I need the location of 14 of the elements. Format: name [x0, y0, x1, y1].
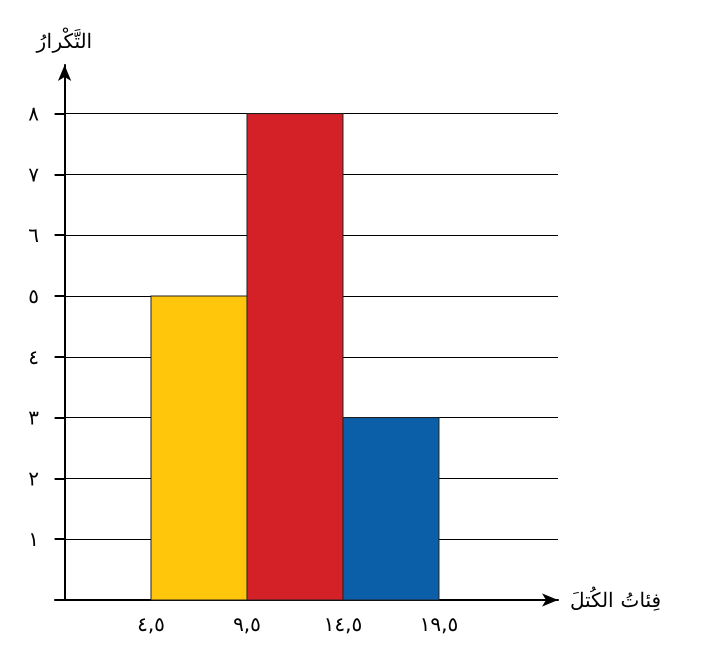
y-tick-label: ٥: [28, 284, 39, 308]
y-tick-label: ٢: [28, 466, 39, 490]
y-tick-label: ٦: [28, 223, 39, 248]
y-tick-label: ٣: [28, 406, 40, 430]
x-tick-label: ٤,٥: [137, 612, 165, 636]
y-axis-title: التَّكْرارُ: [36, 27, 93, 53]
x-tick-label: ١٤,٥: [324, 612, 362, 636]
y-tick-label: ٨: [28, 102, 40, 126]
x-axis-title: فِئاتُ الكُتلَ: [570, 586, 662, 612]
y-tick-label: ١: [28, 527, 39, 552]
x-tick-label: ١٩,٥: [420, 612, 458, 636]
x-tick-label: ٩,٥: [233, 612, 261, 636]
y-tick-label: ٧: [28, 162, 40, 186]
y-tick-label: ٤: [28, 344, 39, 369]
